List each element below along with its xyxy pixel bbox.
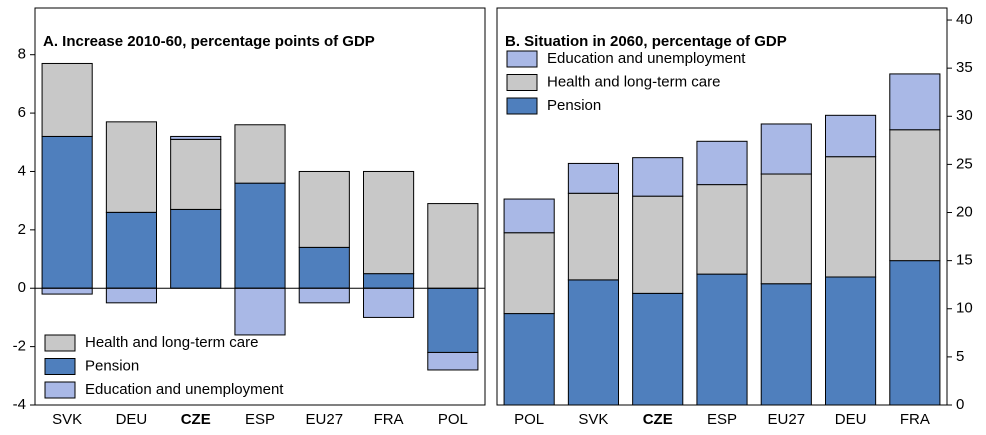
legend-swatch xyxy=(44,334,76,352)
bar xyxy=(503,313,555,406)
bar xyxy=(567,192,619,281)
bar xyxy=(825,276,877,406)
y-tick-label: 25 xyxy=(956,155,973,172)
x-tick-label: EU27 xyxy=(306,411,344,428)
bar xyxy=(234,124,286,184)
bar xyxy=(363,273,415,289)
legend-label: Health and long-term care xyxy=(547,73,720,90)
bar xyxy=(170,208,222,289)
bar xyxy=(760,123,812,175)
bar xyxy=(760,173,812,285)
bar xyxy=(632,292,684,406)
bar xyxy=(41,287,93,295)
bar xyxy=(567,162,619,194)
legend-label: Pension xyxy=(547,97,601,114)
bar xyxy=(889,73,941,131)
panel-title: B. Situation in 2060, percentage of GDP xyxy=(505,33,787,50)
bar xyxy=(41,135,93,289)
legend-label: Education and unemployment xyxy=(547,50,746,67)
bar xyxy=(696,140,748,186)
legend-label: Pension xyxy=(85,357,139,374)
panel-frame xyxy=(496,7,948,406)
bar xyxy=(632,195,684,294)
panel-title: A. Increase 2010-60, percentage points o… xyxy=(43,33,375,50)
bar xyxy=(825,114,877,158)
x-tick-label: FRA xyxy=(374,411,404,428)
x-tick-label: EU27 xyxy=(768,411,806,428)
legend-label: Education and unemployment xyxy=(85,381,284,398)
bar xyxy=(760,283,812,406)
legend-swatch xyxy=(506,97,538,115)
y-tick-label: 5 xyxy=(956,348,964,365)
y-tick-label: 30 xyxy=(956,107,973,124)
x-tick-label: DEU xyxy=(835,411,867,428)
legend-swatch xyxy=(506,50,538,68)
x-tick-label: ESP xyxy=(245,411,275,428)
legend-label: Health and long-term care xyxy=(85,334,258,351)
x-tick-label: SVK xyxy=(578,411,608,428)
bar xyxy=(567,279,619,406)
bar xyxy=(696,184,748,275)
bar xyxy=(170,138,222,210)
bar xyxy=(632,157,684,197)
y-tick-label: 0 xyxy=(18,279,26,296)
bar xyxy=(363,287,415,318)
bar xyxy=(41,62,93,137)
y-tick-label: 40 xyxy=(956,11,973,28)
bar xyxy=(889,129,941,262)
x-tick-label: DEU xyxy=(116,411,148,428)
bar xyxy=(234,182,286,289)
x-tick-label: FRA xyxy=(900,411,930,428)
x-tick-label: ESP xyxy=(707,411,737,428)
y-tick-label: 4 xyxy=(18,162,26,179)
bar xyxy=(427,287,479,353)
x-tick-label: CZE xyxy=(643,411,673,428)
y-tick-label: 15 xyxy=(956,252,973,269)
y-tick-label: -2 xyxy=(13,338,26,355)
bar xyxy=(105,211,157,289)
bar xyxy=(503,198,555,234)
bar xyxy=(696,273,748,406)
bar xyxy=(503,232,555,315)
y-tick-label: 35 xyxy=(956,59,973,76)
panel-frame xyxy=(34,7,486,406)
x-tick-label: CZE xyxy=(181,411,211,428)
bar xyxy=(298,246,350,289)
bar xyxy=(825,156,877,278)
legend-swatch xyxy=(44,358,76,375)
x-tick-label: SVK xyxy=(52,411,82,428)
bar xyxy=(170,135,222,140)
bar xyxy=(234,287,286,336)
y-tick-label: 10 xyxy=(956,300,973,317)
x-tick-label: POL xyxy=(514,411,544,428)
x-tick-label: POL xyxy=(438,411,468,428)
y-tick-label: 20 xyxy=(956,203,973,220)
y-tick-label: 0 xyxy=(956,396,964,413)
legend-swatch xyxy=(44,381,76,399)
bar xyxy=(427,351,479,371)
bar xyxy=(298,287,350,304)
bar xyxy=(889,260,941,406)
y-tick-label: 2 xyxy=(18,221,26,238)
bar xyxy=(298,170,350,248)
legend-swatch xyxy=(506,74,538,91)
bar xyxy=(105,121,157,213)
bar xyxy=(427,203,479,289)
bar xyxy=(363,170,415,275)
bar xyxy=(105,287,157,304)
y-tick-label: 6 xyxy=(18,104,26,121)
y-tick-label: 8 xyxy=(18,46,26,63)
y-tick-label: -4 xyxy=(13,396,26,413)
